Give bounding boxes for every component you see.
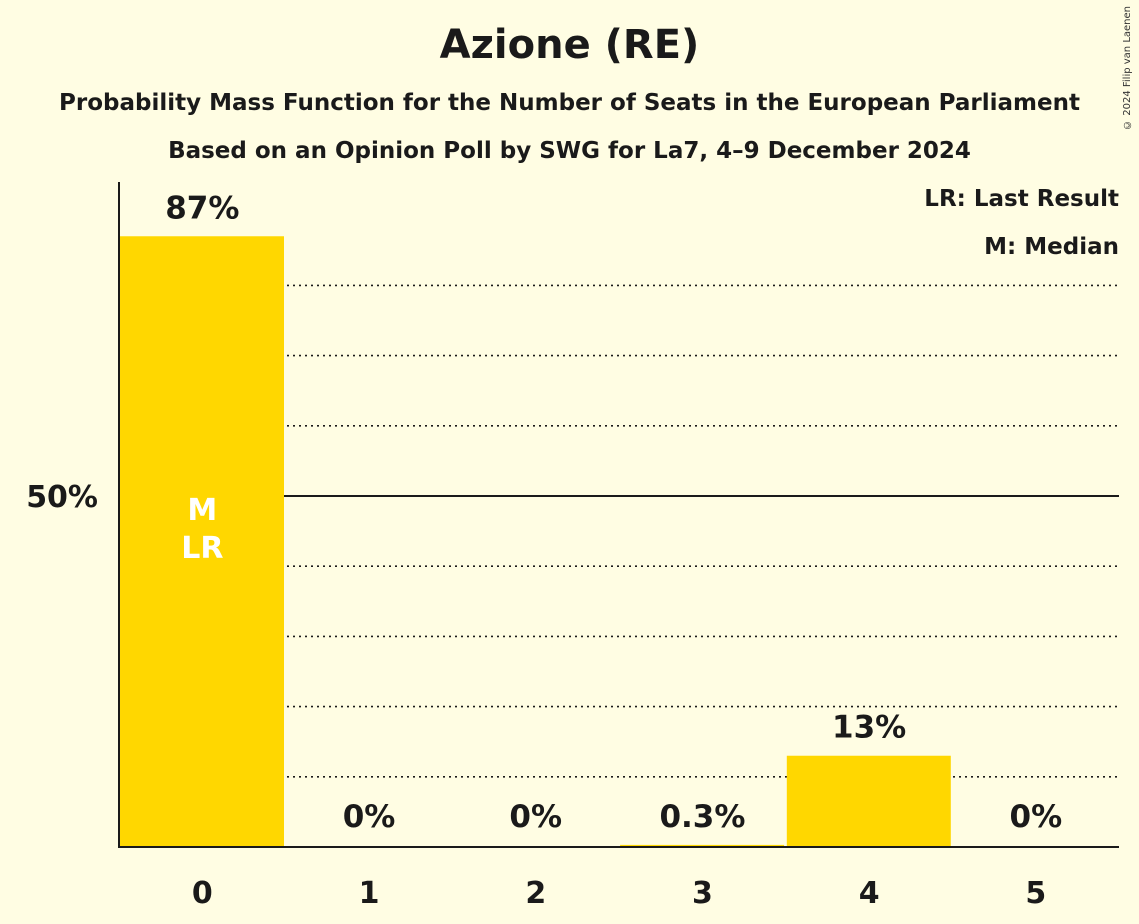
data-label-5: 0% — [1010, 799, 1063, 835]
x-tick-label-0: 0 — [192, 876, 213, 911]
legend-last-result: LR: Last Result — [924, 186, 1119, 212]
data-label-1: 0% — [343, 799, 396, 835]
data-label-3: 0.3% — [659, 799, 745, 835]
chart-title: Azione (RE) — [439, 22, 700, 68]
x-tick-label-4: 4 — [859, 876, 880, 911]
legend-median: M: Median — [984, 234, 1119, 260]
x-tick-label-5: 5 — [1025, 876, 1046, 911]
bar-4 — [786, 755, 951, 847]
x-tick-label-2: 2 — [525, 876, 546, 911]
x-tick-label-3: 3 — [692, 876, 713, 911]
y-tick-label: 50% — [26, 480, 98, 515]
bar-3 — [620, 844, 785, 847]
data-label-0: 87% — [165, 190, 239, 226]
bar-0 — [120, 236, 284, 847]
data-label-2: 0% — [509, 799, 562, 835]
data-label-4: 13% — [832, 710, 906, 746]
chart-subtitle-source: Based on an Opinion Poll by SWG for La7,… — [168, 138, 971, 164]
bar-marker-m: M — [187, 493, 217, 528]
x-tick-label-1: 1 — [359, 876, 380, 911]
bar-marker-lr: LR — [181, 531, 223, 566]
chart-subtitle: Probability Mass Function for the Number… — [59, 90, 1080, 116]
